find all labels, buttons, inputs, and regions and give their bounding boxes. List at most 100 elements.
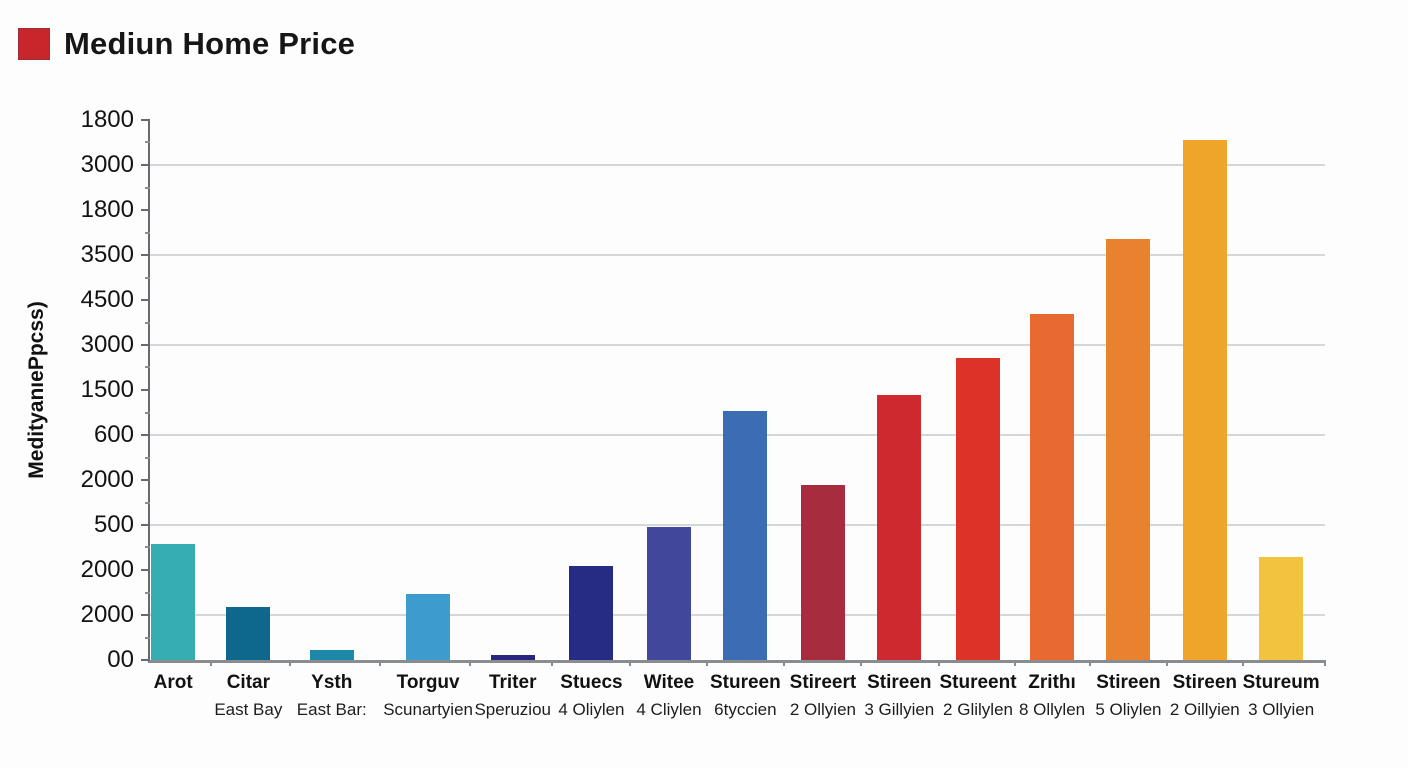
x-category-label: Triter (488, 672, 537, 693)
bar-zrithı (1030, 313, 1074, 660)
y-tick-mark (141, 208, 150, 211)
x-category-sublabel: 2 Ollyien (789, 700, 856, 719)
y-tick-label: 4500 (80, 286, 134, 313)
x-tick-mark (209, 660, 212, 666)
x-category-label: Torguv (396, 672, 460, 693)
y-tick-minor-mark (145, 591, 150, 594)
bar-stureum (1259, 557, 1304, 660)
y-tick-mark (141, 254, 150, 256)
x-category-sublabel: Scunartyien (383, 700, 473, 719)
x-tick-mark (706, 660, 709, 666)
x-category-label: Arot (153, 672, 193, 693)
bar-stureen (723, 410, 768, 660)
y-tick-mark (141, 434, 150, 436)
chart-title: Mediun Home Price (64, 26, 356, 61)
x-tick-mark (1089, 660, 1092, 666)
bar-stireen (1106, 239, 1151, 660)
y-tick-minor-mark (145, 636, 150, 639)
x-tick-mark (1165, 660, 1168, 666)
y-tick-minor-mark (145, 411, 150, 414)
y-tick-mark (141, 478, 150, 481)
y-tick-label: 00 (107, 646, 134, 673)
gridline (150, 163, 1325, 166)
y-tick-mark (141, 298, 150, 301)
x-category-sublabel: 4 Oliylen (558, 700, 625, 719)
x-category-label: Witee (643, 672, 695, 693)
y-tick-minor-mark (145, 186, 150, 189)
x-category-label: Stuecs (560, 672, 623, 693)
x-category-label: Citar (226, 672, 270, 693)
y-tick-minor-mark (145, 366, 150, 369)
x-category-sublabel: 3 Ollyien (1248, 700, 1315, 719)
y-tick-mark (141, 119, 150, 121)
y-tick-minor-mark (145, 321, 150, 324)
x-tick-mark (469, 660, 472, 666)
bar-ysth (309, 650, 354, 660)
y-tick-mark (141, 659, 150, 661)
x-tick-mark (289, 660, 292, 666)
bar-stireen (877, 395, 922, 660)
gridline (150, 254, 1325, 256)
y-tick-label: 2000 (80, 556, 134, 583)
x-category-sublabel: 3 Gillyien (864, 700, 935, 719)
x-tick-mark (860, 660, 863, 666)
x-category-label: Zrithı (1028, 672, 1076, 693)
legend-swatch (18, 28, 50, 60)
plot-area: 1800 3000 1800 3500 4500 3000 1500 600 2000 500 20… (81, 106, 1326, 719)
y-tick-mark (141, 524, 150, 526)
y-tick-minor-mark (145, 456, 150, 459)
y-axis-title: MedityanıePpcss) (25, 301, 48, 479)
bar-stireert (800, 485, 845, 660)
x-category-sublabel: 4 Cliylen (636, 700, 702, 719)
x-category-label: Ysth (311, 672, 353, 693)
x-tick-mark (629, 660, 632, 666)
y-tick-minor-mark (145, 546, 150, 549)
y-tick-label: 3000 (80, 151, 134, 178)
y-tick-label: 1800 (80, 106, 134, 133)
x-category-label: Stureen (709, 672, 781, 693)
y-tick-mark (141, 569, 150, 571)
x-category-sublabel: 8 Ollylen (1018, 700, 1086, 719)
bar-citar (226, 607, 271, 660)
x-category-label: Stureent (939, 672, 1017, 693)
bar-triter (490, 655, 535, 660)
gridline (150, 344, 1325, 346)
y-tick-mark (141, 613, 150, 616)
bar-stireen (1182, 139, 1227, 660)
bar-stureent (956, 357, 1000, 660)
x-category-sublabel: 5 Oliylen (1095, 700, 1162, 719)
y-tick-minor-mark (145, 231, 150, 234)
x-category-sublabel: East Bay (214, 700, 283, 719)
x-category-sublabel: 6tyccien (714, 700, 777, 719)
y-tick-label: 2000 (80, 601, 134, 628)
x-tick-mark (783, 660, 786, 666)
x-category-label: Stureum (1242, 672, 1320, 693)
y-tick-label: 3500 (80, 241, 134, 268)
x-tick-mark (937, 660, 940, 666)
y-tick-label: 1500 (80, 376, 134, 403)
x-category-label: Stireert (789, 672, 857, 693)
x-category-sublabel: 2 Glilylen (943, 700, 1013, 719)
y-tick-minor-mark (145, 501, 150, 504)
y-tick-label: 600 (93, 421, 134, 448)
y-tick-minor-mark (145, 141, 150, 144)
x-category-sublabel: 2 Oillyien (1169, 700, 1240, 719)
bar-torguv (406, 594, 451, 660)
bar-arot (151, 543, 196, 660)
y-tick-label: 500 (93, 511, 134, 538)
x-category-sublabel: Speruziou (474, 700, 551, 719)
x-tick-mark (1324, 660, 1326, 666)
y-tick-minor-mark (145, 276, 150, 279)
x-tick-mark (551, 660, 554, 666)
bar-witee (647, 526, 691, 660)
x-tick-mark (1241, 660, 1244, 666)
chart-legend: Mediun Home Price (18, 26, 355, 62)
y-tick-label: 2000 (80, 466, 134, 493)
x-tick-mark (1014, 660, 1017, 666)
bar-stuecs (569, 565, 614, 660)
y-tick-mark (141, 344, 150, 346)
y-tick-mark (141, 163, 150, 166)
y-tick-label: 3000 (80, 331, 134, 358)
x-category-label: Stireen (1172, 672, 1238, 693)
